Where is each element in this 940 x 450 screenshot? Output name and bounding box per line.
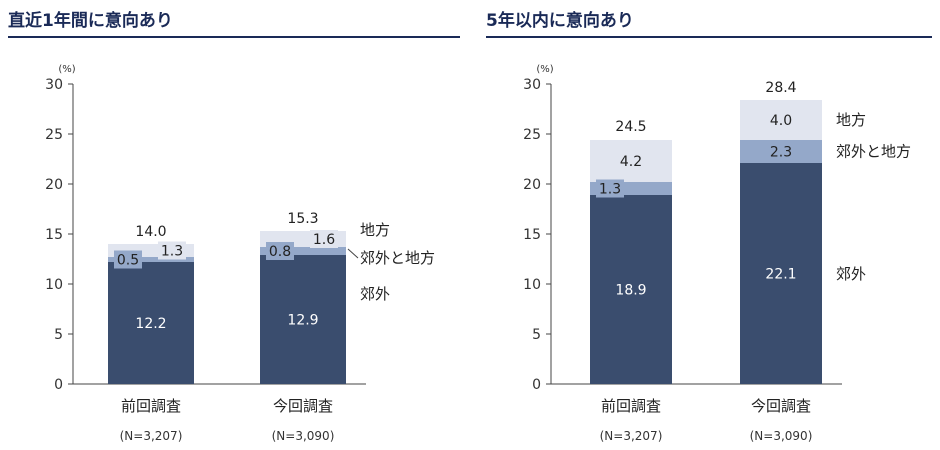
value-label-box xyxy=(158,241,186,260)
bar-segment-suburb xyxy=(108,262,194,384)
legend-leader-line xyxy=(347,248,359,259)
legend-label: 郊外と地方 xyxy=(360,249,435,267)
chart-panel-recent-year: 直近1年間に意向あり 0 5 10 15 20 25 30 (%) 12.2 0.5 1.3 14.0… xyxy=(8,0,460,450)
legend-label: 地方 xyxy=(360,221,390,239)
total-label: 15.3 xyxy=(287,211,318,227)
value-label: 18.9 xyxy=(615,283,646,299)
value-label-box xyxy=(114,250,142,269)
total-label: 24.5 xyxy=(615,119,646,135)
y-tick-label: 0 xyxy=(54,377,63,393)
chart-panel-five-years: 5年以内に意向あり 0 5 10 15 20 25 30 (%) 18.9 1.3 4.2 24.5 前… xyxy=(486,0,932,450)
y-tick-label: 25 xyxy=(523,127,541,143)
y-tick-label: 25 xyxy=(45,127,63,143)
sample-size-label: (N=3,207) xyxy=(600,429,663,443)
y-tick-label: 5 xyxy=(54,327,63,343)
y-tick-label: 0 xyxy=(532,377,541,393)
value-label-box xyxy=(765,142,797,161)
title-underline xyxy=(8,36,460,38)
legend-label: 郊外 xyxy=(360,285,390,303)
y-tick-label: 30 xyxy=(45,77,63,93)
total-label: 28.4 xyxy=(765,80,796,96)
bar-segment-suburb xyxy=(740,163,822,384)
chart-title: 5年以内に意向あり xyxy=(486,11,634,31)
y-tick-label: 20 xyxy=(523,177,541,193)
value-label: 1.6 xyxy=(313,232,335,248)
value-label: 22.1 xyxy=(765,267,796,283)
y-tick-label: 20 xyxy=(45,177,63,193)
y-tick-label: 10 xyxy=(523,277,541,293)
bar-segment-suburb-local xyxy=(108,257,194,262)
stacked-bar-chart: 0 5 10 15 20 25 30 (%) 18.9 1.3 4.2 24.5 前回調査 (N=3,20… xyxy=(523,64,911,443)
y-unit-label: (%) xyxy=(58,64,75,75)
bar-segment-suburb-local xyxy=(260,247,346,255)
value-label: 1.3 xyxy=(161,244,183,260)
total-label: 14.0 xyxy=(135,224,166,240)
legend-label: 郊外と地方 xyxy=(836,143,911,161)
value-label-box xyxy=(596,179,624,198)
value-label: 0.8 xyxy=(269,244,291,260)
title-underline xyxy=(486,36,932,38)
value-label-box xyxy=(266,242,294,260)
x-category-label: 前回調査 xyxy=(601,397,661,415)
y-unit-label: (%) xyxy=(536,64,553,75)
legend-label: 郊外 xyxy=(836,265,866,283)
x-category-label: 前回調査 xyxy=(121,397,181,415)
bar-segment-suburb xyxy=(260,255,346,384)
value-label: 12.9 xyxy=(287,313,318,329)
value-label: 4.0 xyxy=(770,113,792,129)
stacked-bar-chart: 0 5 10 15 20 25 30 (%) 12.2 0.5 1.3 14.0 前回調査 (N=3,20… xyxy=(45,64,435,443)
value-label: 0.5 xyxy=(117,253,139,269)
sample-size-label: (N=3,207) xyxy=(120,429,183,443)
chart-title: 直近1年間に意向あり xyxy=(8,11,173,31)
value-label: 2.3 xyxy=(770,145,792,161)
value-label-box xyxy=(310,230,338,248)
sample-size-label: (N=3,090) xyxy=(272,429,335,443)
x-category-label: 今回調査 xyxy=(751,397,811,415)
bar-segment-suburb xyxy=(590,195,672,384)
sample-size-label: (N=3,090) xyxy=(750,429,813,443)
bar-segment-local xyxy=(740,100,822,140)
y-tick-label: 5 xyxy=(532,327,541,343)
y-tick-label: 15 xyxy=(45,227,63,243)
x-category-label: 今回調査 xyxy=(273,397,333,415)
legend-label: 地方 xyxy=(836,111,866,129)
value-label: 4.2 xyxy=(620,154,642,170)
value-label: 12.2 xyxy=(135,316,166,332)
y-tick-label: 10 xyxy=(45,277,63,293)
bar-segment-local xyxy=(590,140,672,182)
y-tick-label: 30 xyxy=(523,77,541,93)
value-label: 1.3 xyxy=(599,182,621,198)
y-tick-label: 15 xyxy=(523,227,541,243)
